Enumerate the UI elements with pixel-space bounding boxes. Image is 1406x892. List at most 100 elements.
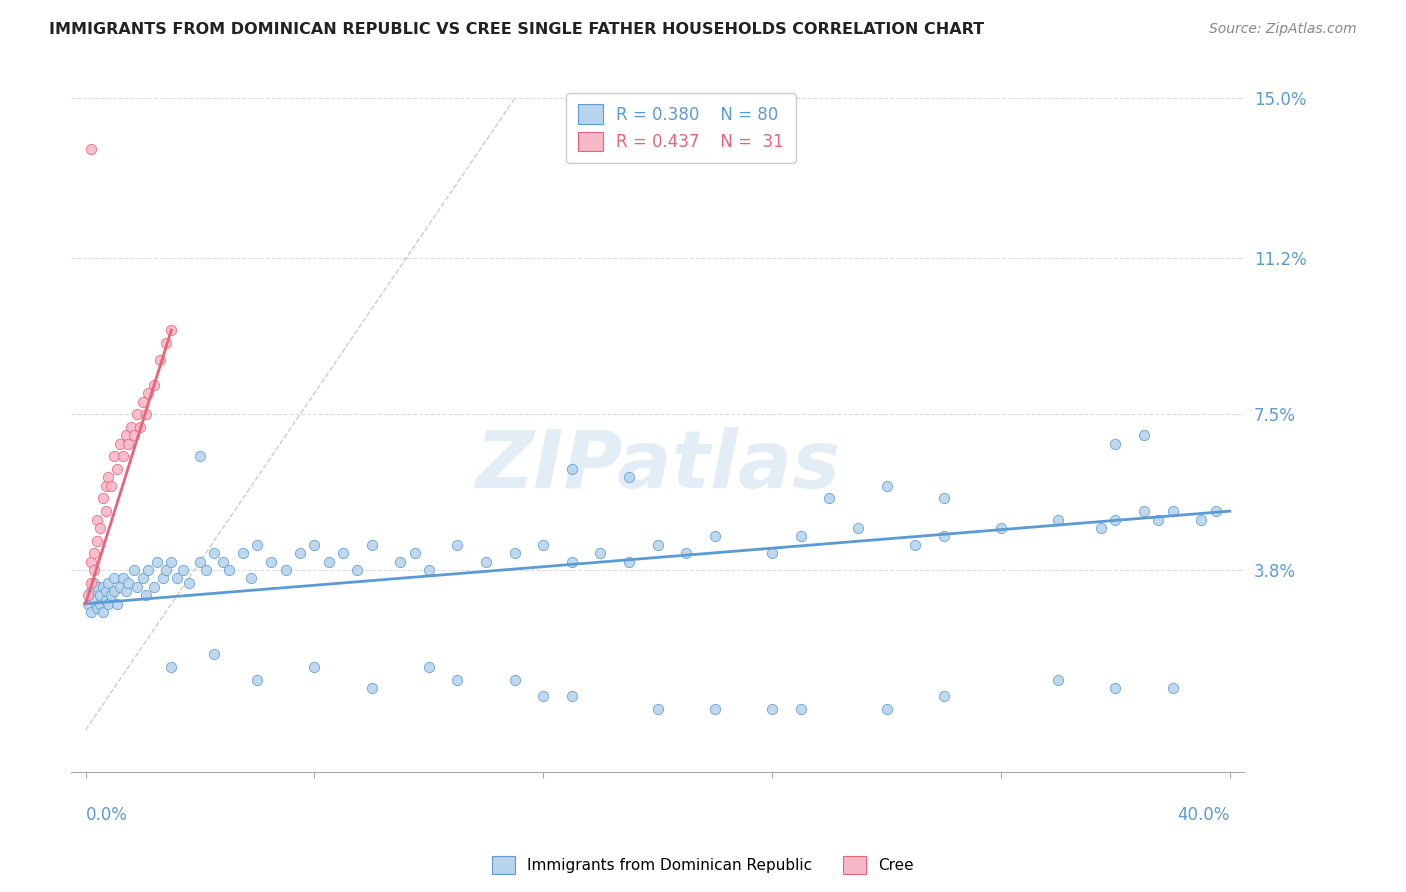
Point (80, 142, 103, 156)
Point (240, 572, 263, 586)
Point (790, 702, 813, 716)
Point (332, 546, 354, 560)
Point (83, 592, 105, 607)
Point (1189, 512, 1212, 526)
Point (1104, 512, 1126, 526)
Point (932, 529, 955, 543)
Point (561, 555, 583, 569)
Point (83, 563, 105, 577)
Point (1133, 504, 1156, 518)
Point (80, 575, 103, 590)
Point (1147, 512, 1170, 526)
Point (589, 546, 612, 560)
Point (475, 555, 498, 569)
Point (91, 491, 114, 506)
Point (114, 428, 136, 442)
Point (818, 491, 841, 506)
Legend: R = 0.380    N = 80, R = 0.437    N =  31: R = 0.380 N = 80, R = 0.437 N = 31 (567, 93, 796, 163)
Point (86, 601, 108, 615)
Point (202, 546, 225, 560)
Point (105, 462, 128, 476)
Point (1104, 436, 1126, 450)
Point (561, 462, 583, 476)
Point (446, 673, 468, 687)
Point (83, 575, 105, 590)
Text: 40.0%: 40.0% (1177, 805, 1230, 824)
Point (318, 555, 340, 569)
Point (647, 702, 669, 716)
Point (260, 555, 283, 569)
Point (89, 588, 111, 602)
Point (155, 335, 177, 350)
Point (561, 690, 583, 704)
Point (105, 597, 128, 611)
Point (83, 546, 105, 560)
Point (94, 504, 117, 518)
Point (91, 580, 114, 594)
Point (1161, 681, 1184, 695)
Point (138, 563, 160, 577)
Point (80, 584, 103, 599)
Point (108, 580, 131, 594)
Point (876, 479, 898, 493)
Point (89, 521, 111, 535)
Point (876, 702, 898, 716)
Text: 0.0%: 0.0% (86, 805, 128, 824)
Point (846, 521, 869, 535)
Point (1133, 428, 1156, 442)
Point (212, 555, 235, 569)
Point (617, 555, 640, 569)
Point (503, 546, 526, 560)
Point (125, 580, 148, 594)
Point (120, 420, 142, 434)
Point (143, 377, 166, 392)
Point (97, 597, 120, 611)
Point (94, 592, 117, 607)
Point (103, 584, 125, 599)
Point (418, 660, 440, 674)
Point (446, 538, 468, 552)
Point (143, 580, 166, 594)
Point (77, 588, 100, 602)
Point (1161, 504, 1184, 518)
Text: Source: ZipAtlas.com: Source: ZipAtlas.com (1209, 22, 1357, 37)
Point (111, 572, 134, 586)
Point (177, 575, 200, 590)
Point (288, 546, 311, 560)
Point (675, 546, 697, 560)
Point (904, 538, 927, 552)
Point (404, 546, 426, 560)
Point (97, 575, 120, 590)
Point (114, 584, 136, 599)
Point (111, 450, 134, 464)
Point (103, 450, 125, 464)
Point (146, 555, 169, 569)
Point (152, 572, 174, 586)
Point (232, 546, 254, 560)
Point (94, 479, 117, 493)
Point (790, 529, 813, 543)
Point (1104, 681, 1126, 695)
Point (194, 563, 217, 577)
Point (389, 555, 412, 569)
Point (246, 538, 269, 552)
Point (346, 563, 368, 577)
Point (703, 529, 725, 543)
Point (129, 420, 152, 434)
Point (932, 690, 955, 704)
Point (160, 660, 183, 674)
Point (91, 605, 114, 619)
Point (761, 546, 783, 560)
Point (122, 428, 145, 442)
Point (103, 572, 125, 586)
Point (274, 563, 297, 577)
Point (86, 533, 108, 548)
Point (97, 470, 120, 484)
Point (304, 538, 326, 552)
Point (77, 597, 100, 611)
Point (647, 538, 669, 552)
Point (132, 394, 155, 409)
Point (761, 702, 783, 716)
Point (1047, 673, 1070, 687)
Point (1205, 504, 1227, 518)
